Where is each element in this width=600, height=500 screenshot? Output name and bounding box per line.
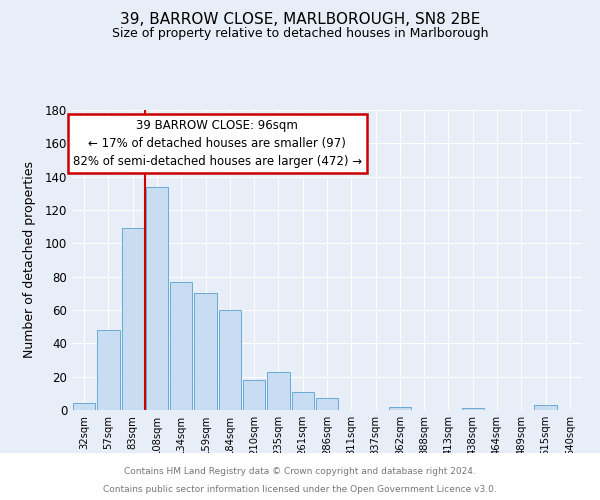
Y-axis label: Number of detached properties: Number of detached properties — [23, 162, 37, 358]
Bar — [389, 406, 411, 410]
Text: 39, BARROW CLOSE, MARLBOROUGH, SN8 2BE: 39, BARROW CLOSE, MARLBOROUGH, SN8 2BE — [120, 12, 480, 28]
Bar — [243, 380, 265, 410]
X-axis label: Distribution of detached houses by size in Marlborough: Distribution of detached houses by size … — [154, 464, 500, 476]
Text: Contains HM Land Registry data © Crown copyright and database right 2024.: Contains HM Land Registry data © Crown c… — [124, 468, 476, 476]
Text: Contains public sector information licensed under the Open Government Licence v3: Contains public sector information licen… — [103, 485, 497, 494]
Bar — [122, 228, 144, 410]
Bar — [218, 310, 241, 410]
Bar — [535, 405, 557, 410]
Bar — [97, 330, 119, 410]
Bar — [146, 186, 168, 410]
Bar — [267, 372, 290, 410]
Bar — [194, 294, 217, 410]
Text: 39 BARROW CLOSE: 96sqm
← 17% of detached houses are smaller (97)
82% of semi-det: 39 BARROW CLOSE: 96sqm ← 17% of detached… — [73, 119, 362, 168]
Bar — [170, 282, 193, 410]
Bar — [73, 404, 95, 410]
Bar — [292, 392, 314, 410]
Bar — [461, 408, 484, 410]
Bar — [316, 398, 338, 410]
Text: Size of property relative to detached houses in Marlborough: Size of property relative to detached ho… — [112, 28, 488, 40]
